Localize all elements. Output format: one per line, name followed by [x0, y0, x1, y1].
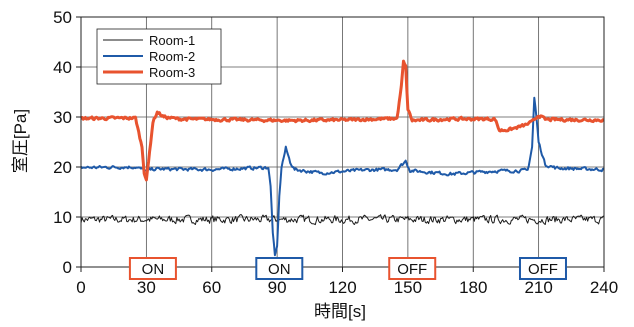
series-group	[80, 59, 605, 257]
x-tick-label: 240	[590, 278, 618, 297]
annotation-box	[128, 257, 177, 280]
y-tick-label: 30	[53, 108, 72, 127]
series-line-room-3	[80, 59, 605, 182]
x-tick-label: 30	[137, 278, 156, 297]
annotation-box	[518, 257, 567, 280]
y-tick-label: 10	[53, 208, 72, 227]
annotation-box	[388, 257, 437, 280]
annotations: ON ON OFF OFF	[128, 257, 567, 280]
x-tick-label: 210	[524, 278, 552, 297]
y-tick-label: 50	[53, 8, 72, 27]
x-tick-label: 180	[459, 278, 487, 297]
annotation-label: OFF	[397, 261, 427, 278]
series-line-room-1	[80, 214, 605, 226]
x-tick-label: 150	[394, 278, 422, 297]
x-axis-label: 時間[s]	[314, 302, 366, 321]
legend-label-room-2: Room-2	[149, 49, 195, 64]
annotation-label: ON	[268, 261, 291, 278]
y-tick-label: 40	[53, 58, 72, 77]
axes: 0 30 60 90 120 150 180 210 240 0 10 20 30 40 50	[53, 8, 618, 297]
annotation-box	[255, 257, 304, 280]
x-tick-label: 120	[328, 278, 356, 297]
x-tick-label: 60	[202, 278, 221, 297]
legend-label-room-3: Room-3	[149, 65, 195, 80]
series-line-room-2	[80, 96, 605, 257]
annotation-label: ON	[142, 261, 165, 278]
y-axis-label: 室圧[Pa]	[11, 109, 30, 173]
x-tick-label: 0	[76, 278, 85, 297]
x-tick-label: 90	[268, 278, 287, 297]
legend-label-room-1: Room-1	[149, 33, 195, 48]
annotation-label: OFF	[528, 261, 558, 278]
y-tick-label: 0	[63, 258, 72, 277]
y-tick-label: 20	[53, 158, 72, 177]
